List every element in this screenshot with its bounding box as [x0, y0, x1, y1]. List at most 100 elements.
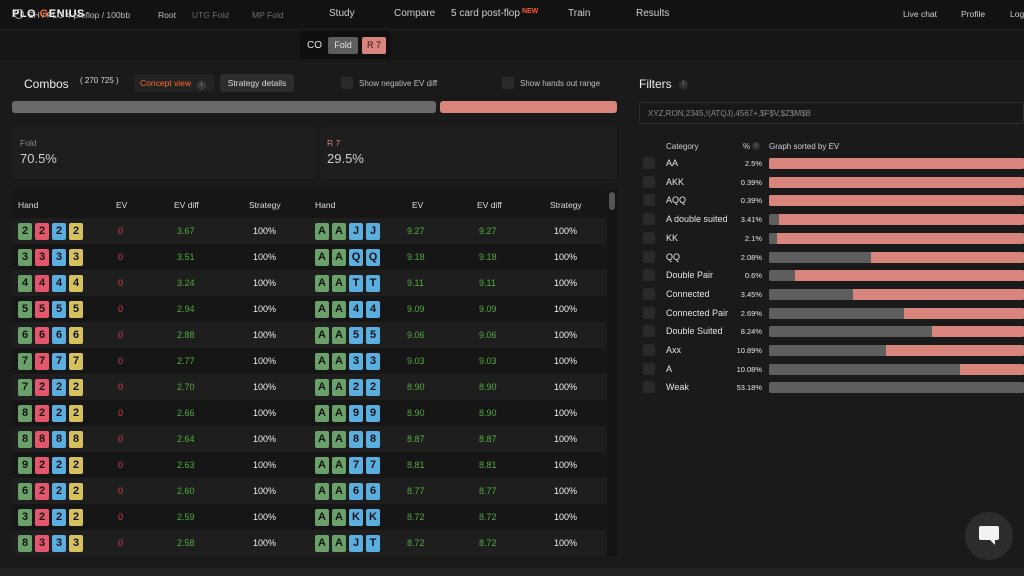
category-checkbox[interactable] [643, 269, 655, 282]
category-checkbox[interactable] [643, 325, 655, 338]
category-name[interactable]: QQ [666, 251, 681, 262]
table-row[interactable]: 9 2 2 2 0 2.63 100% A A 7 7 8.81 8.81 100% [12, 452, 606, 478]
fold-frequency-bar [12, 101, 436, 113]
category-name[interactable]: Axx [666, 345, 682, 355]
th-hand-left[interactable]: Hand [18, 200, 39, 210]
category-name[interactable]: AA [666, 158, 679, 168]
nav-compare[interactable]: Compare [394, 8, 436, 19]
strategy-cell: 100% [253, 486, 277, 496]
th-strategy-right[interactable]: Strategy [550, 200, 582, 210]
category-checkbox[interactable] [643, 306, 655, 319]
nav-logout[interactable]: Log [1010, 9, 1024, 19]
card-icon: 7 [18, 379, 32, 396]
ev-diff-cell: 9.06 [479, 330, 497, 340]
action-fold-button[interactable]: Fold [328, 37, 358, 54]
show-negative-ev-checkbox[interactable] [341, 77, 353, 89]
th-strategy-left[interactable]: Strategy [249, 200, 281, 210]
card-icon: 4 [35, 275, 49, 292]
raise-stat-card [320, 127, 617, 179]
combos-title: Combos [24, 77, 69, 91]
th-ev-left[interactable]: EV [116, 200, 128, 210]
table-row[interactable]: 7 7 7 7 0 2.77 100% A A 3 3 9.03 9.03 100% [12, 348, 606, 374]
card-icon: 3 [366, 353, 380, 370]
action-raise-button[interactable]: R 7 [362, 37, 386, 54]
nav-train[interactable]: Train [568, 8, 591, 19]
card-icon: A [315, 535, 329, 552]
filters-info-icon[interactable]: i [679, 80, 688, 89]
th-ev-diff-right[interactable]: EV diff [477, 200, 502, 210]
category-checkbox[interactable] [643, 175, 655, 188]
raise-stat-label: R 7 [327, 138, 341, 148]
filter-input[interactable] [639, 102, 1024, 124]
category-checkbox[interactable] [643, 381, 655, 394]
table-row[interactable]: 8 3 3 3 0 2.58 100% A A J T 8.72 8.72 100% [12, 530, 606, 556]
category-name[interactable]: AKK [666, 176, 685, 187]
category-checkbox[interactable] [643, 250, 655, 263]
category-name[interactable]: Double Pair [666, 270, 714, 281]
ev-cell: 8.90 [407, 382, 425, 392]
breadcrumb-utg[interactable]: UTG Fold [192, 10, 229, 20]
table-row[interactable]: 5 5 5 5 0 2.94 100% A A 4 4 9.09 9.09 100% [12, 296, 606, 322]
table-row[interactable]: 8 8 8 8 0 2.64 100% A A 8 8 8.87 8.87 100% [12, 426, 606, 452]
game-config-label[interactable]: SH / PLO 4 preflop / 100bb [28, 10, 131, 20]
category-name[interactable]: AQQ [666, 195, 687, 206]
breadcrumb-mp[interactable]: MP Fold [252, 10, 284, 20]
category-raise-fill [776, 232, 1024, 244]
table-row[interactable]: 6 2 2 2 0 2.60 100% A A 6 6 8.77 8.77 100% [12, 478, 606, 504]
table-row[interactable]: 8 2 2 2 0 2.66 100% A A 9 9 8.90 8.90 100% [12, 400, 606, 426]
th-ev-diff-left[interactable]: EV diff [174, 200, 199, 210]
table-row[interactable]: 2 2 2 2 0 3.67 100% A A J J 9.27 9.27 100% [12, 218, 606, 244]
category-name[interactable]: Double Suited [666, 326, 723, 337]
th-ev-right[interactable]: EV [412, 200, 424, 210]
category-name[interactable]: A [666, 363, 673, 374]
category-raise-fill [794, 270, 1024, 282]
th-hand-right[interactable]: Hand [315, 200, 336, 210]
table-scrollbar-thumb[interactable] [609, 192, 615, 210]
table-row[interactable]: 6 6 6 6 0 2.88 100% A A 5 5 9.06 9.06 100% [12, 322, 606, 348]
nav-results[interactable]: Results [636, 8, 670, 19]
category-checkbox[interactable] [643, 287, 655, 300]
gear-icon[interactable] [14, 9, 24, 19]
category-checkbox[interactable] [643, 231, 655, 244]
card-icon: 6 [366, 483, 380, 500]
show-out-range-checkbox[interactable] [502, 77, 514, 89]
category-checkbox[interactable] [643, 362, 655, 375]
breadcrumb-root[interactable]: Root [158, 10, 176, 20]
table-scrollbar[interactable] [607, 190, 617, 557]
strategy-cell: 100% [554, 538, 578, 548]
category-raise-fill [769, 195, 1024, 207]
card-icon: A [332, 431, 346, 448]
card-icon: 2 [35, 483, 49, 500]
category-name[interactable]: Weak [666, 382, 689, 393]
strategy-details-button[interactable]: Strategy details [220, 74, 294, 92]
category-graph-bar [769, 288, 1024, 300]
category-checkbox[interactable] [643, 157, 655, 169]
category-name[interactable]: A double suited [666, 214, 728, 225]
nav-live-chat[interactable]: Live chat [903, 9, 938, 19]
percent-info-icon[interactable]: i [752, 142, 760, 150]
strategy-cell: 100% [554, 434, 578, 444]
category-checkbox[interactable] [643, 194, 655, 207]
card-icon: 2 [35, 509, 49, 526]
table-row[interactable]: 3 2 2 2 0 2.59 100% A A K K 8.72 8.72 100% [12, 504, 606, 530]
ev-diff-cell: 3.24 [177, 278, 195, 288]
category-name[interactable]: KK [666, 232, 679, 243]
info-icon[interactable]: i [197, 81, 207, 90]
concept-view-button[interactable]: Concept view i [134, 74, 214, 92]
table-row[interactable]: 4 4 4 4 0 3.24 100% A A T T 9.11 9.11 100% [12, 270, 606, 296]
card-icon: A [315, 431, 329, 448]
category-name[interactable]: Connected Pair [666, 307, 729, 318]
table-row[interactable]: 7 2 2 2 0 2.70 100% A A 2 2 8.90 8.90 100% [12, 374, 606, 400]
category-percent: 3.45% [740, 289, 762, 299]
card-icon: 6 [18, 483, 32, 500]
nav-profile[interactable]: Profile [961, 9, 986, 19]
nav-five-card-postflop[interactable]: 5 card post-flop NEW [451, 8, 539, 19]
card-icon: J [366, 223, 380, 240]
table-row[interactable]: 3 3 3 3 0 3.51 100% A A Q Q 9.18 9.18 100% [12, 244, 606, 270]
nav-study[interactable]: Study [329, 8, 355, 19]
strategy-cell: 100% [554, 356, 578, 366]
strategy-cell: 100% [253, 408, 277, 418]
category-checkbox[interactable] [643, 213, 655, 226]
category-checkbox[interactable] [643, 344, 655, 356]
category-name[interactable]: Connected [666, 288, 710, 299]
